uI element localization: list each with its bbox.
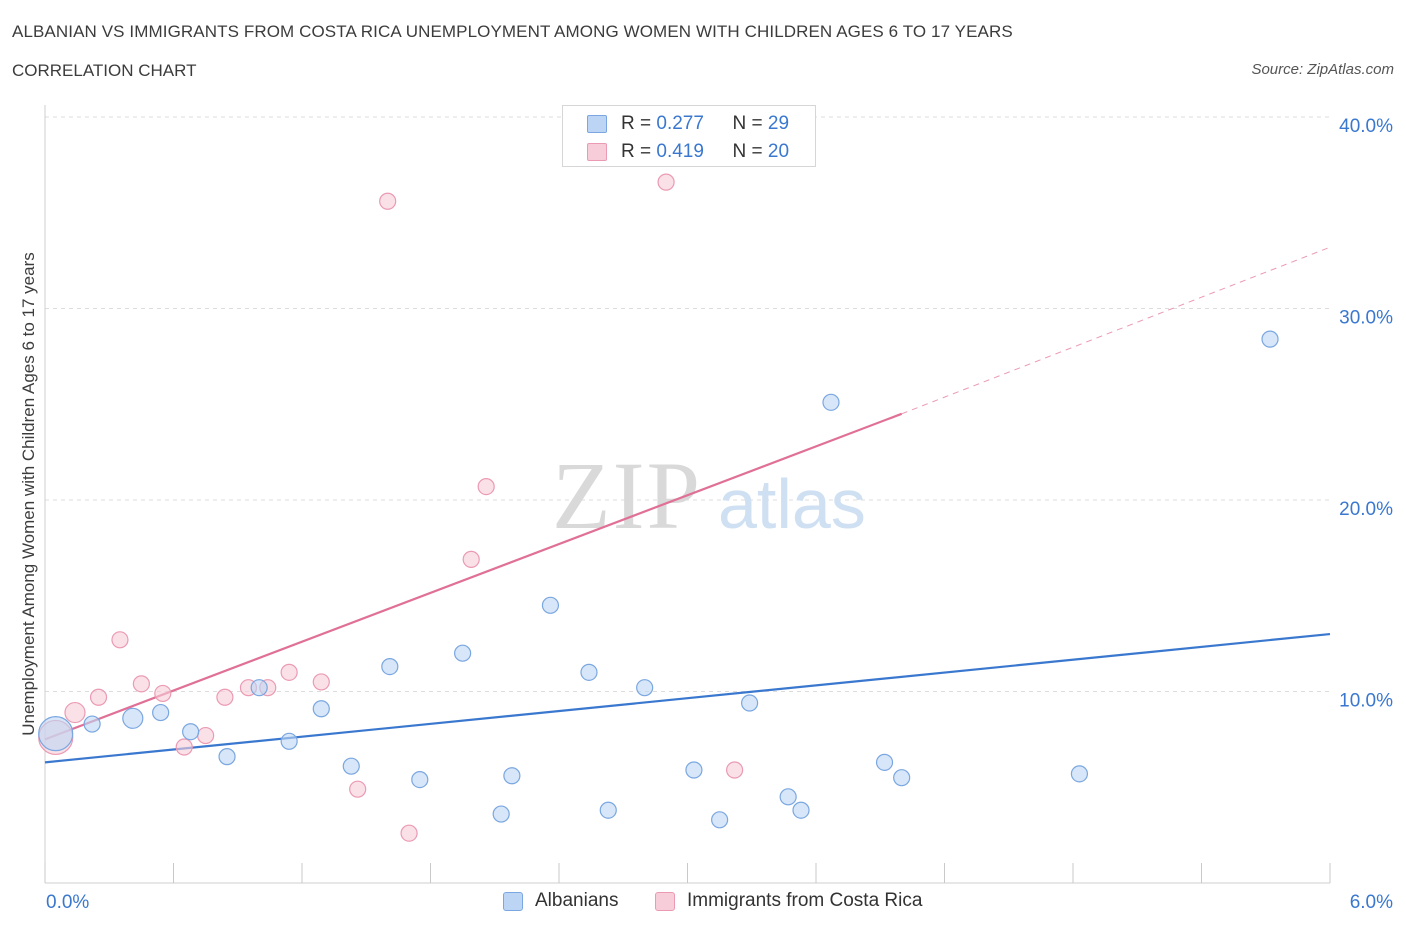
watermark: ZIP atlas [552, 442, 866, 549]
albanians-point [381, 658, 399, 676]
y-axis-title: Unemployment Among Women with Children A… [19, 252, 38, 736]
albanians-swatch [587, 115, 607, 133]
albanians-point [492, 805, 510, 823]
watermark-zip: ZIP [552, 442, 702, 549]
albanians-point [792, 801, 810, 819]
albanians-point [875, 753, 894, 771]
albanians-point [218, 748, 236, 766]
costa-rica-point [197, 726, 215, 745]
costa-rica-point [154, 684, 172, 703]
trend-layer [44, 246, 1331, 764]
albanians-point [152, 703, 170, 722]
albanians-point [685, 761, 703, 779]
albanians-point [411, 770, 429, 789]
costa-rica-point [89, 688, 108, 706]
costa-rica-n-value: 20 [767, 141, 790, 162]
costa-rica-point [280, 663, 298, 681]
costa-rica-point [312, 673, 330, 691]
watermark-atlas: atlas [718, 465, 866, 543]
axis-layer [44, 105, 1331, 884]
x-tick-label: 0.0% [46, 892, 89, 913]
albanians-point [83, 715, 101, 733]
albanians-point [280, 732, 298, 750]
legend-costa-rica-label: Immigrants from Costa Rica [687, 890, 923, 911]
chart-title: ALBANIAN VS IMMIGRANTS FROM COSTA RICA U… [12, 22, 1013, 41]
legend-costa-rica-swatch [655, 892, 675, 911]
trendline-costa-rica-extension [901, 246, 1331, 415]
legend-albanians-label: Albanians [535, 890, 619, 911]
costa-rica-point [132, 675, 150, 693]
costa-rica-r-label: R = [621, 141, 652, 162]
albanians-point [541, 596, 560, 614]
costa-rica-point [657, 173, 675, 191]
points-layer [38, 173, 1279, 842]
y-tick-label: 10.0% [1339, 691, 1393, 712]
grid-layer [45, 116, 1330, 692]
albanians-point [779, 788, 797, 806]
x-tick-label: 6.0% [1350, 892, 1393, 913]
albanians-point [1070, 765, 1089, 783]
albanians-r-label: R = [621, 113, 652, 134]
trendline-albanians [44, 632, 1331, 764]
costa-rica-point [400, 824, 418, 842]
albanians-point [454, 644, 472, 662]
costa-rica-point [349, 780, 367, 798]
stats-legend: R = 0.277 N = 29 R = 0.419 N = 20 [562, 105, 816, 167]
y-tick-label: 20.0% [1339, 499, 1393, 520]
costa-rica-point [462, 550, 480, 568]
legend-albanians-swatch [503, 892, 523, 911]
label-layer: 10.0% 20.0% 30.0% 40.0% 0.0% 6.0% Unemployment… [19, 116, 1393, 913]
albanians-n-label: N = [732, 113, 763, 134]
costa-rica-point [175, 738, 193, 756]
costa-rica-swatch [587, 143, 607, 161]
y-tick-label: 30.0% [1339, 308, 1393, 329]
albanians-point [711, 811, 729, 829]
albanians-point [893, 769, 911, 787]
albanians-n-value: 29 [767, 113, 790, 134]
costa-rica-point [379, 192, 397, 210]
costa-rica-point [111, 631, 129, 649]
costa-rica-point [64, 701, 86, 724]
albanians-point [1261, 330, 1279, 348]
trendline-costa-rica [44, 412, 903, 741]
source-credit: Source: ZipAtlas.com [1251, 61, 1394, 78]
costa-rica-point [216, 688, 234, 706]
albanians-point [250, 679, 268, 697]
albanians-point [38, 716, 74, 752]
albanians-point [636, 679, 654, 697]
chart-subtitle: CORRELATION CHART [12, 61, 197, 80]
albanians-point [182, 723, 200, 741]
albanians-point [580, 663, 598, 681]
albanians-point [599, 801, 617, 819]
costa-rica-n-label: N = [732, 141, 763, 162]
costa-rica-point [477, 477, 495, 496]
albanians-point [822, 393, 840, 411]
costa-rica-point [726, 761, 744, 779]
y-tick-label: 40.0% [1339, 116, 1393, 137]
albanians-point [741, 694, 759, 712]
albanians-point [312, 700, 330, 718]
albanians-r-value: 0.277 [656, 113, 704, 134]
costa-rica-r-value: 0.419 [656, 141, 704, 162]
albanians-point [342, 757, 360, 775]
albanians-point [122, 707, 144, 729]
albanians-point [503, 767, 521, 785]
